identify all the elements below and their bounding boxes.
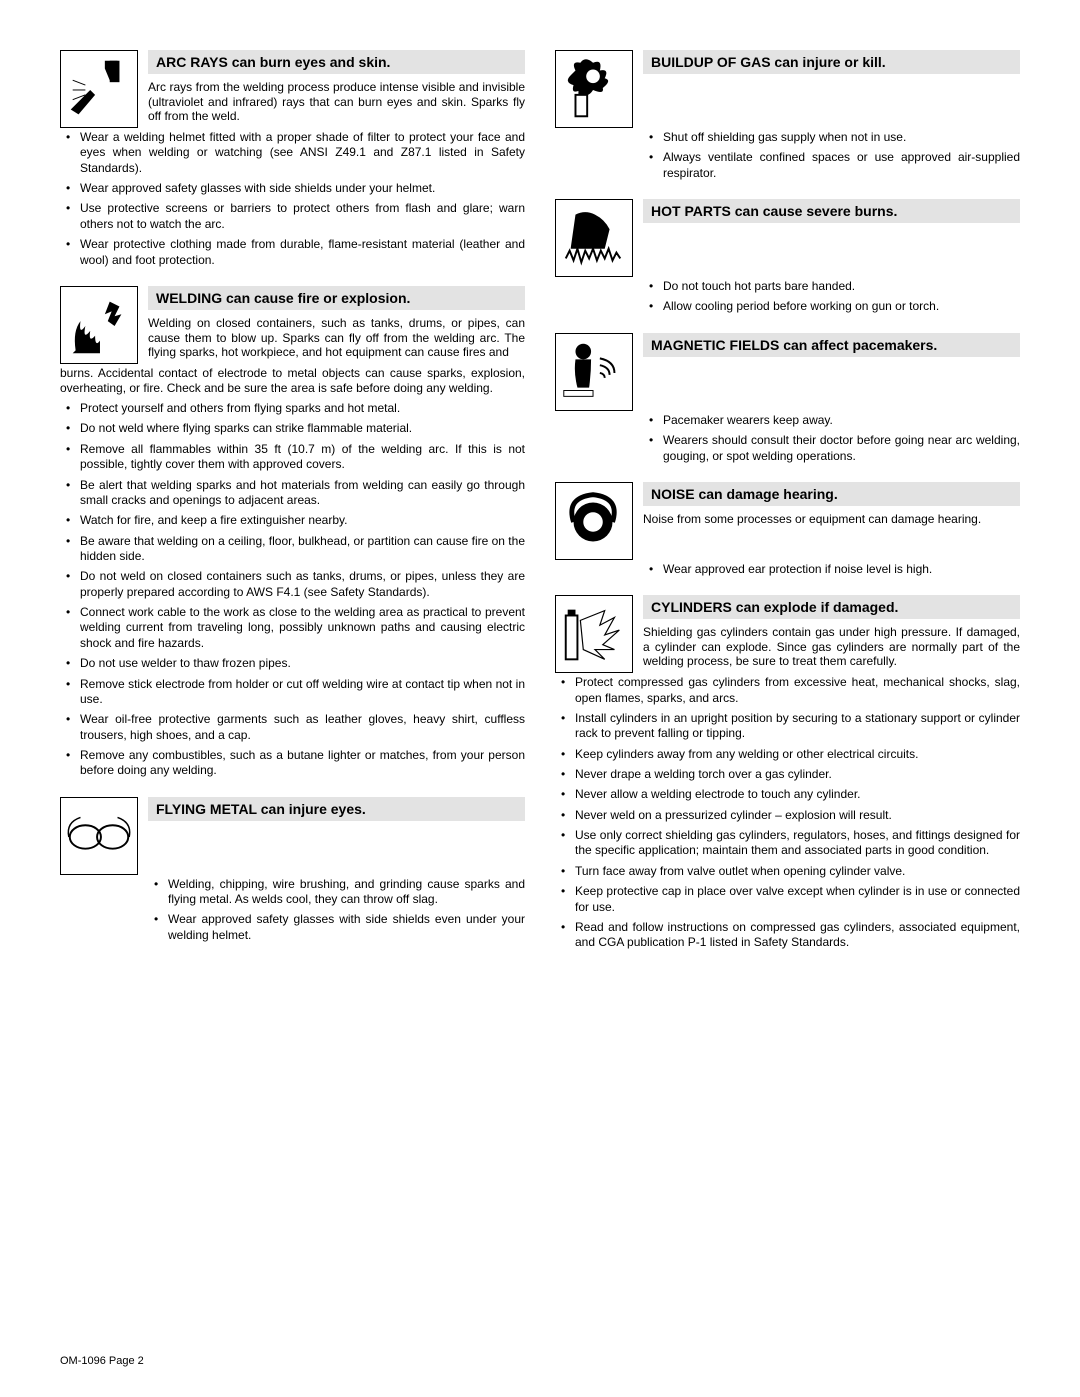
bullet-item: Watch for fire, and keep a fire extingui…	[60, 513, 525, 528]
bullet-list: Wear a welding helmet fitted with a prop…	[60, 130, 525, 268]
bullet-item: Wear oil-free protective garments such a…	[60, 712, 525, 743]
bullet-list: Shut off shielding gas supply when not i…	[555, 130, 1020, 181]
section-heading: HOT PARTS can cause severe burns.	[643, 199, 1020, 223]
section-gas-buildup: BUILDUP OF GAS can injure or kill. Shut o…	[555, 50, 1020, 181]
bullet-item: Install cylinders in an upright position…	[555, 711, 1020, 742]
bullet-item: Wearers should consult their doctor befo…	[643, 433, 1020, 464]
bullet-item: Never drape a welding torch over a gas c…	[555, 767, 1020, 782]
section-heading: MAGNETIC FIELDS can affect pacemakers.	[643, 333, 1020, 357]
section-head: FLYING METAL can injure eyes.	[60, 797, 525, 875]
bullet-item: Keep cylinders away from any welding or …	[555, 747, 1020, 762]
section-intro: Noise from some processes or equipment c…	[643, 512, 1020, 527]
section-head: WELDING can cause fire or explosion. Weld…	[60, 286, 525, 364]
hot-parts-icon	[555, 199, 633, 277]
fire-icon	[60, 286, 138, 364]
bullet-item: Do not weld on closed containers such as…	[60, 569, 525, 600]
bullet-item: Wear protective clothing made from durab…	[60, 237, 525, 268]
bullet-item: Wear approved safety glasses with side s…	[60, 181, 525, 196]
section-heading: WELDING can cause fire or explosion.	[148, 286, 525, 310]
bullet-item: Remove all flammables within 35 ft (10.7…	[60, 442, 525, 473]
arc-rays-icon	[60, 50, 138, 128]
bullet-item: Do not weld where flying sparks can stri…	[60, 421, 525, 436]
cylinder-icon	[555, 595, 633, 673]
bullet-item: Turn face away from valve outlet when op…	[555, 864, 1020, 879]
bullet-item: Wear approved ear protection if noise le…	[643, 562, 1020, 577]
page-footer: OM-1096 Page 2	[60, 1355, 144, 1367]
bullet-item: Use only correct shielding gas cylinders…	[555, 828, 1020, 859]
magnetic-icon	[555, 333, 633, 411]
bullet-item: Do not use welder to thaw frozen pipes.	[60, 656, 525, 671]
section-head: CYLINDERS can explode if damaged. Shieldi…	[555, 595, 1020, 673]
page-columns: ARC RAYS can burn eyes and skin. Arc rays…	[60, 50, 1020, 969]
section-heading: ARC RAYS can burn eyes and skin.	[148, 50, 525, 74]
bullet-item: Do not touch hot parts bare handed.	[643, 279, 1020, 294]
section-welding-fire: WELDING can cause fire or explosion. Weld…	[60, 286, 525, 779]
section-head: NOISE can damage hearing. Noise from some…	[555, 482, 1020, 560]
goggles-icon	[60, 797, 138, 875]
section-intro: Shielding gas cylinders contain gas unde…	[643, 625, 1020, 669]
bullet-item: Read and follow instructions on compress…	[555, 920, 1020, 951]
bullet-item: Wear a welding helmet fitted with a prop…	[60, 130, 525, 176]
bullet-list: Protect yourself and others from flying …	[60, 401, 525, 779]
noise-icon	[555, 482, 633, 560]
bullet-item: Shut off shielding gas supply when not i…	[643, 130, 1020, 145]
bullet-item: Protect yourself and others from flying …	[60, 401, 525, 416]
bullet-item: Welding, chipping, wire brushing, and gr…	[148, 877, 525, 908]
right-column: BUILDUP OF GAS can injure or kill. Shut o…	[555, 50, 1020, 969]
section-head: MAGNETIC FIELDS can affect pacemakers.	[555, 333, 1020, 411]
section-heading: FLYING METAL can injure eyes.	[148, 797, 525, 821]
bullet-item: Remove stick electrode from holder or cu…	[60, 677, 525, 708]
section-intro: Arc rays from the welding process produc…	[148, 80, 525, 124]
bullet-item: Protect compressed gas cylinders from ex…	[555, 675, 1020, 706]
section-hot-parts: HOT PARTS can cause severe burns. Do not …	[555, 199, 1020, 315]
bullet-list: Pacemaker wearers keep away. Wearers shou…	[555, 413, 1020, 464]
bullet-item: Pacemaker wearers keep away.	[643, 413, 1020, 428]
bullet-item: Use protective screens or barriers to pr…	[60, 201, 525, 232]
bullet-item: Remove any combustibles, such as a butan…	[60, 748, 525, 779]
section-intro: Welding on closed containers, such as ta…	[148, 316, 525, 360]
section-flying-metal: FLYING METAL can injure eyes. Welding, ch…	[60, 797, 525, 943]
bullet-list: Wear approved ear protection if noise le…	[555, 562, 1020, 577]
gas-icon	[555, 50, 633, 128]
section-heading: BUILDUP OF GAS can injure or kill.	[643, 50, 1020, 74]
section-magnetic: MAGNETIC FIELDS can affect pacemakers. Pa…	[555, 333, 1020, 464]
bullet-item: Allow cooling period before working on g…	[643, 299, 1020, 314]
section-head: BUILDUP OF GAS can injure or kill.	[555, 50, 1020, 128]
bullet-item: Wear approved safety glasses with side s…	[148, 912, 525, 943]
bullet-item: Connect work cable to the work as close …	[60, 605, 525, 651]
section-cylinders: CYLINDERS can explode if damaged. Shieldi…	[555, 595, 1020, 950]
section-head: ARC RAYS can burn eyes and skin. Arc rays…	[60, 50, 525, 128]
section-head: HOT PARTS can cause severe burns.	[555, 199, 1020, 277]
section-noise: NOISE can damage hearing. Noise from some…	[555, 482, 1020, 577]
bullet-item: Always ventilate confined spaces or use …	[643, 150, 1020, 181]
bullet-list: Do not touch hot parts bare handed. Allow…	[555, 279, 1020, 315]
section-heading: CYLINDERS can explode if damaged.	[643, 595, 1020, 619]
left-column: ARC RAYS can burn eyes and skin. Arc rays…	[60, 50, 525, 969]
section-heading: NOISE can damage hearing.	[643, 482, 1020, 506]
bullet-list: Protect compressed gas cylinders from ex…	[555, 675, 1020, 950]
bullet-item: Keep protective cap in place over valve …	[555, 884, 1020, 915]
bullet-item: Be alert that welding sparks and hot mat…	[60, 478, 525, 509]
section-intro-continued: burns. Accidental contact of electrode t…	[60, 366, 525, 395]
bullet-item: Be aware that welding on a ceiling, floo…	[60, 534, 525, 565]
bullet-list: Welding, chipping, wire brushing, and gr…	[60, 877, 525, 943]
bullet-item: Never allow a welding electrode to touch…	[555, 787, 1020, 802]
bullet-item: Never weld on a pressurized cylinder – e…	[555, 808, 1020, 823]
section-arc-rays: ARC RAYS can burn eyes and skin. Arc rays…	[60, 50, 525, 268]
